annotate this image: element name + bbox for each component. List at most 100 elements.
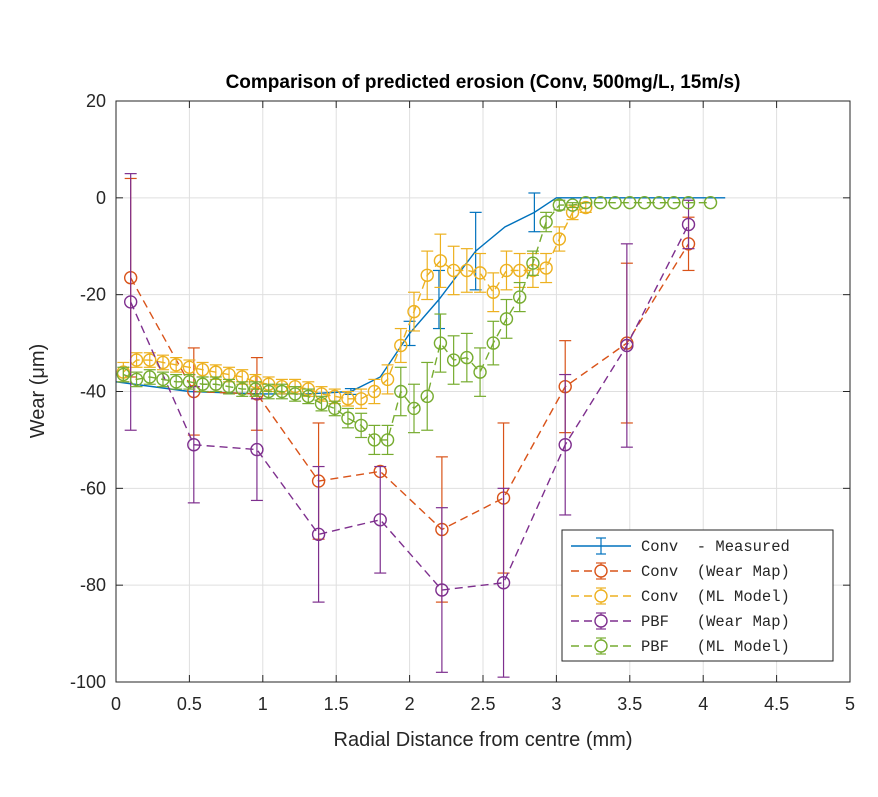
series-line	[123, 201, 711, 441]
data-point	[209, 377, 223, 391]
data-point	[301, 389, 316, 404]
y-tick-label: -100	[70, 672, 106, 692]
data-point	[380, 433, 395, 447]
x-tick-label: 3	[551, 694, 561, 714]
data-point	[123, 295, 138, 309]
data-point	[328, 401, 342, 416]
data-point	[143, 370, 157, 384]
data-point	[565, 198, 580, 212]
data-point	[435, 583, 449, 597]
data-point	[579, 200, 593, 215]
x-tick-label: 3.5	[617, 694, 642, 714]
legend-swatch-marker	[594, 589, 608, 603]
x-tick-label: 2	[405, 694, 415, 714]
data-point	[681, 195, 696, 210]
data-point	[460, 263, 474, 278]
data-point	[394, 338, 408, 353]
data-point	[513, 263, 527, 278]
data-point	[182, 360, 197, 374]
data-point	[195, 377, 210, 391]
legend-swatch-marker	[594, 564, 608, 578]
y-tick-label: -20	[80, 285, 106, 305]
y-axis-label: Wear (μm)	[27, 344, 49, 438]
data-point	[116, 367, 131, 382]
data-point	[420, 268, 434, 282]
data-point	[129, 372, 144, 387]
legend: Conv - Measured Conv (Wear Map) Conv (ML M…	[561, 529, 834, 662]
data-point	[187, 438, 201, 452]
data-point	[667, 195, 681, 210]
data-point	[143, 353, 157, 367]
series-layer	[115, 173, 726, 678]
data-point	[407, 401, 421, 416]
data-point	[460, 350, 474, 365]
y-tick-label: -40	[80, 382, 106, 402]
data-point	[552, 232, 567, 246]
data-point	[579, 195, 593, 210]
y-tick-label: -60	[80, 478, 106, 498]
legend-items: Conv - Measured Conv (Wear Map) Conv (ML M…	[571, 537, 790, 656]
data-point	[558, 438, 572, 452]
data-point	[499, 312, 514, 326]
x-tick-label: 0	[111, 694, 121, 714]
data-point	[637, 195, 652, 210]
data-point	[433, 254, 448, 268]
legend-item-0: Conv - Measured	[571, 537, 790, 556]
x-tick-label: 5	[845, 694, 855, 714]
data-point	[539, 215, 553, 229]
data-point	[248, 382, 263, 396]
legend-swatch-marker	[594, 614, 608, 628]
data-point	[235, 382, 249, 396]
data-point	[250, 442, 264, 457]
data-point	[552, 198, 567, 212]
data-point	[373, 513, 387, 527]
x-tick-label: 4	[698, 694, 708, 714]
data-point	[620, 338, 634, 353]
legend-label: PBF (Wear Map)	[641, 613, 790, 631]
x-tick-label: 2.5	[470, 694, 495, 714]
data-point	[513, 290, 527, 304]
data-point	[311, 527, 326, 542]
data-point	[169, 375, 183, 389]
legend-item-3: PBF (Wear Map)	[571, 612, 790, 631]
data-point	[593, 195, 608, 210]
data-point	[446, 263, 461, 278]
data-point	[354, 418, 368, 433]
data-point	[652, 195, 666, 210]
legend-label: PBF (ML Model)	[641, 638, 790, 656]
x-tick-label: 4.5	[764, 694, 789, 714]
data-point	[407, 304, 421, 319]
legend-item-1: Conv (Wear Map)	[571, 562, 790, 581]
data-point	[608, 195, 622, 210]
series-3	[123, 173, 696, 678]
legend-swatch-marker	[594, 639, 608, 653]
data-point	[539, 261, 553, 275]
data-point	[380, 372, 395, 387]
data-point	[496, 576, 511, 590]
data-point	[473, 365, 487, 379]
series-line	[130, 243, 690, 531]
data-point	[156, 372, 170, 387]
chart-title: Comparison of predicted erosion (Conv, 5…	[226, 72, 741, 93]
series-4	[116, 195, 718, 456]
data-point	[420, 389, 434, 404]
data-point	[222, 379, 236, 394]
series-line	[130, 224, 690, 591]
ticks: 0 0.5 1 1.5 2 2.5 3 3.5 4 4.5 5 20 0 -20 -40 -60 -80 -100	[70, 91, 855, 714]
data-point	[195, 363, 210, 377]
x-tick-label: 1	[258, 694, 268, 714]
legend-label: Conv (Wear Map)	[641, 563, 790, 581]
legend-item-2: Conv (ML Model)	[571, 587, 790, 606]
data-point	[341, 392, 355, 406]
data-point	[182, 375, 197, 389]
data-point	[275, 384, 289, 399]
data-point	[314, 396, 329, 411]
data-point	[486, 336, 500, 350]
data-point	[169, 358, 183, 372]
data-point	[623, 195, 637, 210]
data-point	[261, 384, 276, 399]
data-point	[341, 411, 355, 425]
x-axis-label: Radial Distance from centre (mm)	[334, 729, 633, 751]
x-tick-label: 1.5	[324, 694, 349, 714]
